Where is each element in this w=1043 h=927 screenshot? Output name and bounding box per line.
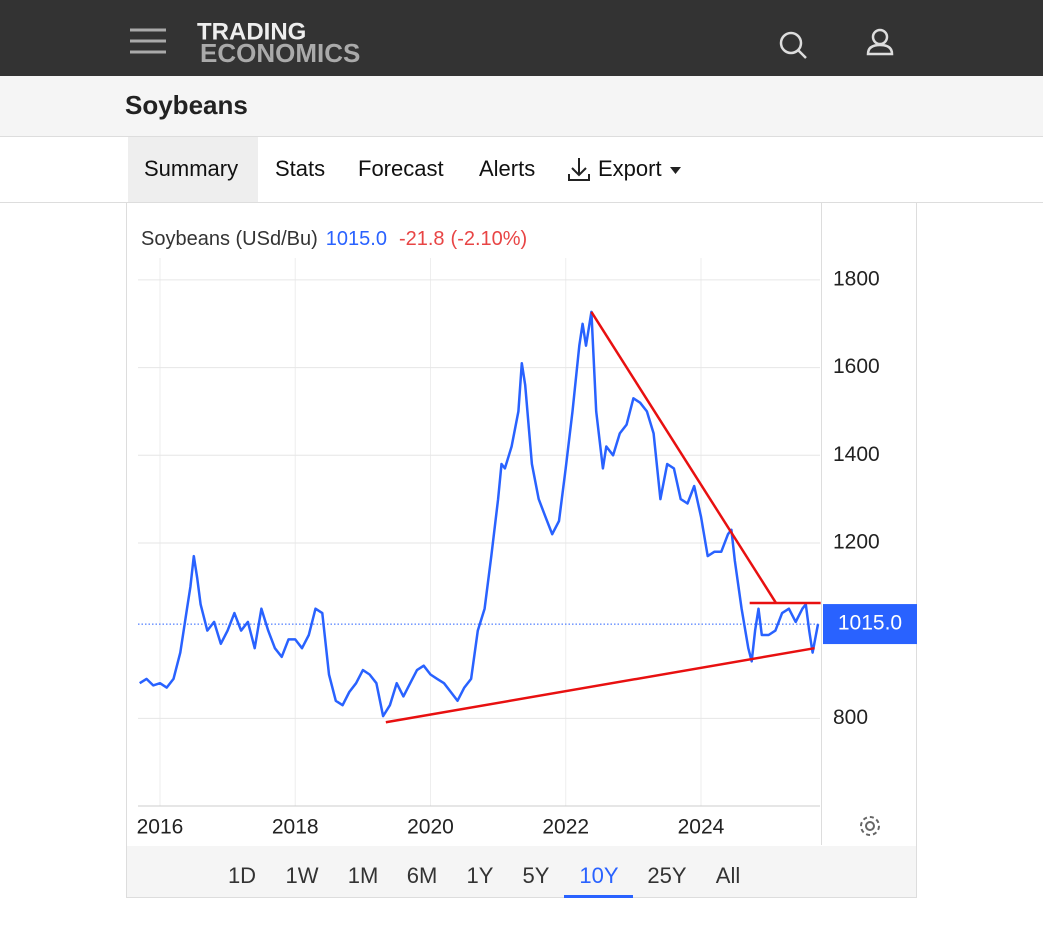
- range-button[interactable]: 5Y: [523, 863, 550, 888]
- title-bar: [0, 76, 1043, 136]
- caret[interactable]: [670, 167, 681, 174]
- active-range-underline: [564, 895, 633, 898]
- x-tick-label: 2016: [137, 816, 184, 839]
- range-button[interactable]: 1D: [228, 863, 256, 888]
- legend-change-pct: (-2.10%): [451, 228, 528, 250]
- price-tag: [823, 604, 917, 645]
- range-button[interactable]: All: [716, 863, 740, 888]
- x-tick-label: 2022: [542, 816, 589, 839]
- range-button[interactable]: 1Y: [467, 863, 494, 888]
- price-line: [139, 310, 820, 718]
- tab[interactable]: Export: [598, 156, 662, 181]
- logo-top[interactable]: TRADING: [197, 18, 306, 45]
- legend: Soybeans (USd/Bu) 1015.0 -21.8 (-2.10%): [141, 228, 527, 250]
- x-tick-label: 2018: [272, 816, 319, 839]
- legend-name: Soybeans (USd/Bu): [141, 228, 318, 250]
- legend-quote: 1015.0: [326, 228, 387, 250]
- price-tag-label: 1015.0: [838, 612, 902, 635]
- active-tab-bg: [128, 137, 258, 202]
- y-tick-label: 1600: [833, 355, 880, 378]
- user-icon[interactable]: [866, 28, 894, 56]
- tab[interactable]: Alerts: [479, 156, 535, 181]
- tab[interactable]: Forecast: [358, 156, 444, 181]
- logo-bottom[interactable]: ECONOMICS: [200, 38, 360, 68]
- download-icon[interactable]: [568, 158, 590, 181]
- chart-panel: [126, 202, 917, 898]
- range-button[interactable]: 6M: [407, 863, 438, 888]
- top-bar: [0, 0, 1043, 76]
- y-tick-label: 800: [833, 706, 868, 729]
- settings-icon[interactable]: [860, 816, 880, 836]
- page-title: Soybeans: [125, 90, 248, 120]
- x-tick-label: 2020: [407, 816, 454, 839]
- y-tick-label: 1200: [833, 531, 880, 554]
- range-bar: [127, 846, 916, 897]
- trend-line: [590, 311, 778, 604]
- search-icon[interactable]: [779, 31, 807, 59]
- range-button[interactable]: 10Y: [579, 863, 618, 888]
- tab[interactable]: Summary: [144, 156, 238, 181]
- legend-change: -21.8: [399, 228, 445, 250]
- x-tick-label: 2024: [678, 816, 725, 839]
- range-button[interactable]: 1M: [348, 863, 379, 888]
- tab[interactable]: Stats: [275, 156, 325, 181]
- range-button[interactable]: 25Y: [647, 863, 686, 888]
- trend-line: [385, 646, 815, 724]
- menu-icon[interactable]: [130, 28, 166, 54]
- y-tick-label: 1400: [833, 443, 880, 466]
- range-button[interactable]: 1W: [286, 863, 319, 888]
- y-tick-label: 1800: [833, 267, 880, 290]
